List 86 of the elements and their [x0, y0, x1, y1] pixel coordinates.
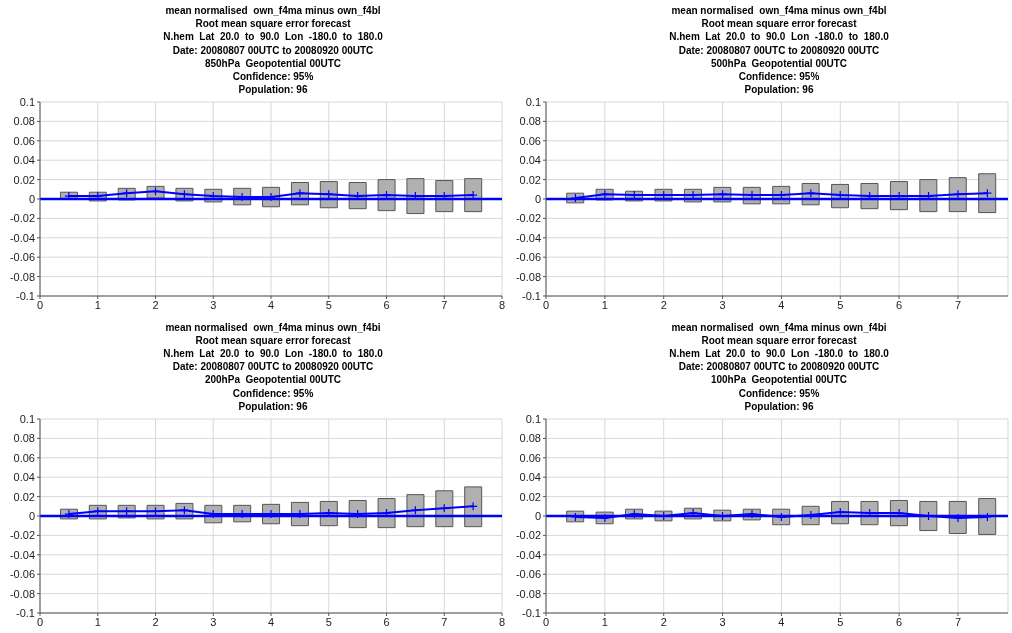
x-tick-label: 2	[152, 298, 159, 311]
chart-title: mean normalised own_f4ma minus own_f4bl	[164, 4, 382, 18]
y-tick-label: 0.06	[13, 134, 35, 147]
y-tick-label: 0.06	[13, 451, 35, 464]
x-tick-label: 0	[36, 298, 44, 311]
x-tick-label: 3	[719, 298, 726, 311]
x-tick-label: 2	[660, 298, 667, 311]
y-tick-label: -0.1	[522, 289, 541, 302]
y-tick-label: 0.04	[13, 470, 35, 483]
x-tick-label: 7	[441, 615, 448, 628]
x-tick-label: 7	[954, 298, 962, 311]
y-tick-label: -0.08	[515, 270, 541, 283]
y-tick-label: -0.1	[522, 606, 541, 619]
x-tick-label: 7	[441, 298, 448, 311]
y-tick-label: 0.02	[519, 490, 541, 503]
x-tick-label: 0	[36, 615, 44, 628]
x-tick-label: 3	[210, 615, 217, 628]
y-tick-label: -0.06	[9, 251, 35, 264]
x-tick-label: 4	[778, 615, 785, 628]
y-tick-label: 0.08	[13, 115, 35, 128]
y-tick-label: -0.02	[9, 212, 35, 225]
y-tick-label: -0.04	[9, 231, 35, 244]
y-tick-label: -0.06	[515, 251, 541, 264]
x-tick-label: 8	[498, 615, 506, 628]
chart-title: mean normalised own_f4ma minus own_f4bl	[670, 4, 888, 18]
y-tick-label: 0	[28, 509, 35, 522]
y-tick-label: -0.08	[9, 270, 35, 283]
x-tick-label: 5	[837, 298, 844, 311]
y-tick-label: -0.06	[515, 567, 541, 580]
x-tick-label: 8	[498, 298, 506, 311]
y-tick-label: -0.08	[515, 587, 541, 600]
y-tick-label: -0.02	[515, 212, 541, 225]
y-tick-label: -0.02	[515, 528, 541, 541]
y-tick-label: -0.04	[515, 548, 541, 561]
y-tick-label: 0	[534, 192, 541, 205]
y-tick-label: 0.06	[519, 451, 541, 464]
x-tick-label: 7	[954, 615, 962, 628]
y-tick-label: 0.08	[519, 115, 541, 128]
y-tick-label: 0.08	[519, 431, 541, 444]
x-tick-label: 6	[896, 615, 903, 628]
x-tick-label: 4	[778, 298, 785, 311]
x-tick-label: 1	[94, 298, 101, 311]
y-tick-label: 0.04	[13, 154, 35, 167]
chart-subtitle: Root mean square error forecast N.hem Lat 20.0 to 90.0 Lon -180.0 to 180.0 Date: 20080807 00UTC to 20080920 00UTC 500hPa Geopotential 00UTC Confidence: 95% Population: 96	[668, 17, 890, 97]
x-tick-label: 2	[660, 615, 667, 628]
y-tick-label: 0.1	[19, 95, 35, 108]
y-tick-label: 0.02	[519, 173, 541, 186]
x-tick-label: 5	[325, 615, 332, 628]
chart-subtitle: Root mean square error forecast N.hem Lat 20.0 to 90.0 Lon -180.0 to 180.0 Date: 20080807 00UTC to 20080920 00UTC 100hPa Geopotential 00UTC Confidence: 95% Population: 96	[668, 333, 890, 413]
x-tick-label: 5	[837, 615, 844, 628]
x-tick-label: 3	[210, 298, 217, 311]
y-tick-label: 0.02	[13, 173, 35, 186]
x-tick-label: 0	[542, 615, 550, 628]
y-tick-label: 0.06	[519, 134, 541, 147]
x-tick-label: 6	[896, 298, 903, 311]
y-tick-label: -0.1	[16, 606, 35, 619]
x-tick-label: 4	[267, 298, 275, 311]
x-tick-label: 4	[267, 615, 275, 628]
y-tick-label: 0.04	[519, 154, 541, 167]
y-tick-label: -0.04	[515, 231, 541, 244]
y-tick-label: -0.06	[9, 567, 35, 580]
chart-subtitle: Root mean square error forecast N.hem Lat 20.0 to 90.0 Lon -180.0 to 180.0 Date: 20080807 00UTC to 20080920 00UTC 200hPa Geopotential 00UTC Confidence: 95% Population: 96	[162, 333, 384, 413]
x-tick-label: 1	[601, 298, 608, 311]
x-tick-label: 3	[719, 615, 726, 628]
x-tick-label: 6	[383, 615, 390, 628]
y-tick-label: 0.1	[525, 95, 541, 108]
y-tick-label: 0.1	[19, 412, 35, 425]
chart-title: mean normalised own_f4ma minus own_f4bi	[670, 320, 888, 334]
y-tick-label: 0.04	[519, 470, 541, 483]
y-tick-label: -0.1	[16, 289, 35, 302]
x-tick-label: 0	[542, 298, 550, 311]
x-tick-label: 1	[601, 615, 608, 628]
x-tick-label: 2	[152, 615, 159, 628]
x-tick-label: 1	[94, 615, 101, 628]
y-tick-label: 0.02	[13, 490, 35, 503]
y-tick-label: -0.04	[9, 548, 35, 561]
x-tick-label: 6	[383, 298, 390, 311]
y-tick-label: 0.1	[525, 412, 541, 425]
y-tick-label: 0	[28, 192, 35, 205]
x-tick-label: 5	[325, 298, 332, 311]
chart-subtitle: Root mean square error forecast N.hem Lat 20.0 to 90.0 Lon -180.0 to 180.0 Date: 20080807 00UTC to 20080920 00UTC 850hPa Geopotential 00UTC Confidence: 95% Population: 96	[162, 17, 384, 97]
y-tick-label: -0.08	[9, 587, 35, 600]
chart-title: mean normalised own_f4ma minus own_f4bi	[164, 320, 382, 334]
y-tick-label: 0	[534, 509, 541, 522]
y-tick-label: -0.02	[9, 528, 35, 541]
y-tick-label: 0.08	[13, 431, 35, 444]
